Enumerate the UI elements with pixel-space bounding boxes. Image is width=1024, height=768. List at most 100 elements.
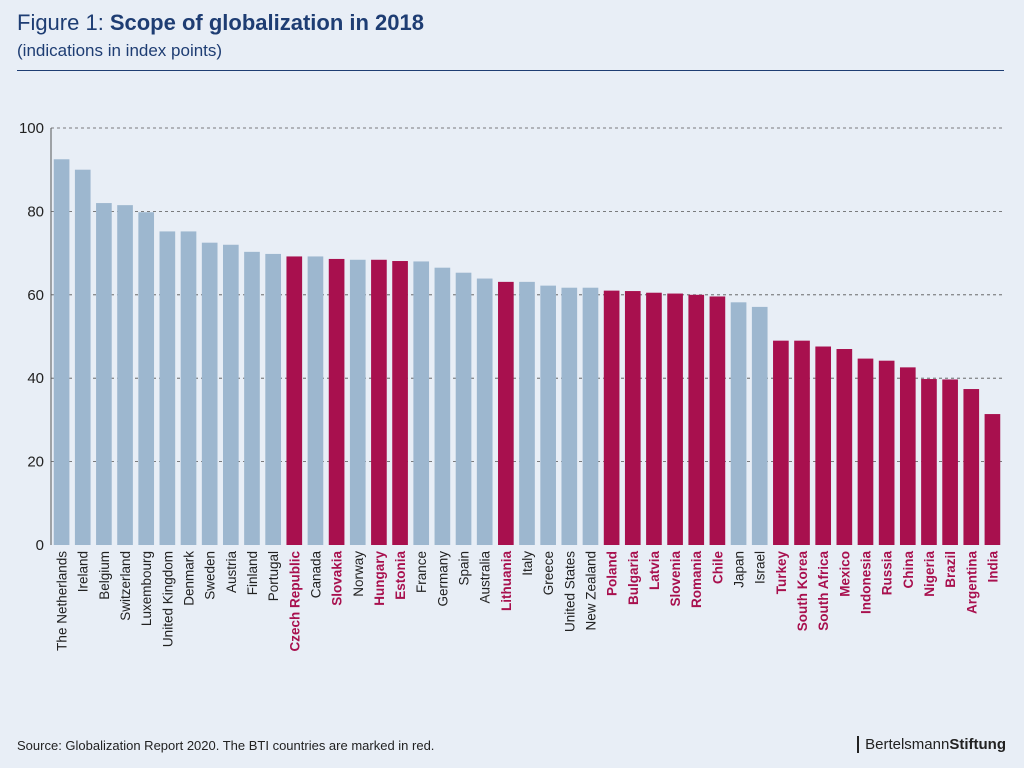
brand-bold: Stiftung bbox=[949, 736, 1006, 753]
bar bbox=[476, 278, 493, 545]
bar bbox=[117, 205, 133, 545]
bar bbox=[942, 379, 958, 545]
x-tick-label: Poland bbox=[605, 551, 620, 596]
y-tick-label: 80 bbox=[27, 203, 44, 220]
y-tick-label: 0 bbox=[36, 537, 44, 554]
bar bbox=[794, 340, 810, 545]
bar bbox=[582, 287, 599, 545]
bar bbox=[688, 294, 705, 545]
brand-regular: Bertelsmann bbox=[865, 736, 950, 753]
bar bbox=[836, 349, 853, 545]
bar bbox=[434, 267, 451, 545]
y-tick-label: 60 bbox=[27, 287, 44, 304]
bar bbox=[286, 256, 303, 545]
bar bbox=[751, 306, 768, 545]
x-tick-label: Chile bbox=[710, 551, 725, 584]
x-tick-label: Finland bbox=[245, 551, 260, 595]
y-tick-label: 40 bbox=[27, 370, 44, 387]
x-tick-label: Portugal bbox=[266, 551, 281, 601]
x-tick-label: Greece bbox=[541, 551, 556, 595]
y-tick-label: 100 bbox=[19, 120, 44, 137]
bar bbox=[667, 293, 683, 545]
bar bbox=[244, 251, 260, 545]
x-tick-label: Belgium bbox=[97, 551, 112, 600]
x-tick-label: United Kingdom bbox=[160, 551, 175, 647]
bar bbox=[540, 285, 556, 545]
chart-subtitle: (indications in index points) bbox=[17, 41, 223, 60]
x-tick-label: Japan bbox=[732, 551, 747, 588]
bar bbox=[561, 287, 578, 545]
x-tick-label: Slovakia bbox=[330, 551, 345, 606]
bar bbox=[307, 256, 324, 545]
bar bbox=[222, 244, 239, 545]
bar bbox=[201, 242, 218, 545]
x-tick-label: Norway bbox=[351, 551, 366, 597]
bar bbox=[328, 258, 345, 545]
x-tick-label: Austria bbox=[224, 551, 239, 594]
bar bbox=[857, 358, 874, 545]
bar bbox=[455, 272, 472, 545]
x-tick-label: Slovenia bbox=[668, 551, 683, 607]
x-tick-label: Russia bbox=[880, 551, 895, 596]
bar bbox=[815, 346, 832, 545]
x-tick-label: Czech Republic bbox=[287, 551, 302, 652]
bar bbox=[159, 231, 176, 546]
bar bbox=[646, 292, 662, 545]
x-tick-label: Turkey bbox=[774, 551, 789, 595]
x-tick-label: Israel bbox=[753, 551, 768, 584]
bar bbox=[624, 291, 641, 545]
x-tick-label: South Africa bbox=[816, 551, 831, 631]
bar bbox=[878, 360, 895, 545]
figure-title: Figure 1: Scope of globalization in 2018 bbox=[17, 10, 424, 36]
x-tick-label: France bbox=[414, 551, 429, 593]
source-note: Source: Globalization Report 2020. The B… bbox=[17, 738, 435, 753]
bar bbox=[96, 203, 112, 545]
bar bbox=[773, 340, 789, 545]
bar bbox=[74, 169, 91, 545]
x-tick-label: Latvia bbox=[647, 551, 662, 591]
x-tick-label: Hungary bbox=[372, 551, 387, 606]
x-tick-label: Estonia bbox=[393, 551, 408, 600]
bar-chart: 0 20 40 60 80 100 The Netherlands Ireland Belgiu… bbox=[19, 120, 1003, 652]
x-tick-label: United States bbox=[562, 551, 577, 632]
bar bbox=[730, 302, 747, 545]
x-tick-label: New Zealand bbox=[583, 551, 598, 631]
x-tick-label: Brazil bbox=[943, 551, 958, 588]
bar bbox=[519, 281, 535, 545]
x-tick-label: Germany bbox=[435, 551, 450, 607]
chart-title: Scope of globalization in 2018 bbox=[109, 10, 424, 35]
bar bbox=[963, 389, 980, 545]
bar bbox=[392, 261, 408, 545]
x-tick-label: Mexico bbox=[837, 551, 852, 597]
x-tick-label: Romania bbox=[689, 551, 704, 609]
bar bbox=[349, 259, 366, 545]
bar bbox=[413, 261, 430, 545]
y-tick-label: 20 bbox=[27, 454, 44, 471]
bar bbox=[899, 367, 916, 545]
brand-logo: BertelsmannStiftung bbox=[857, 736, 1006, 753]
x-tick-label: Indonesia bbox=[858, 551, 873, 615]
bar bbox=[984, 414, 1001, 545]
bar bbox=[498, 281, 514, 545]
x-tick-label: Luxembourg bbox=[139, 551, 154, 626]
x-tick-label: South Korea bbox=[795, 551, 810, 632]
x-tick-label: Canada bbox=[308, 551, 323, 599]
x-tick-label: Italy bbox=[520, 551, 535, 576]
x-tick-label: Ireland bbox=[76, 551, 91, 592]
x-tick-label: Denmark bbox=[182, 551, 197, 606]
title-divider bbox=[17, 70, 1004, 71]
x-tick-label: Nigeria bbox=[922, 551, 937, 597]
bar bbox=[53, 159, 70, 545]
bar bbox=[138, 212, 155, 546]
bar bbox=[603, 290, 620, 545]
x-tick-label: Sweden bbox=[203, 551, 218, 600]
x-tick-label: India bbox=[985, 551, 1000, 583]
x-tick-label: Bulgaria bbox=[626, 551, 641, 606]
bar bbox=[921, 379, 937, 545]
x-tick-label: Spain bbox=[457, 551, 472, 586]
bar bbox=[265, 253, 281, 545]
x-tick-label: Australia bbox=[478, 551, 493, 604]
x-tick-label: Argentina bbox=[964, 551, 979, 614]
x-tick-label: The Netherlands bbox=[55, 551, 70, 651]
